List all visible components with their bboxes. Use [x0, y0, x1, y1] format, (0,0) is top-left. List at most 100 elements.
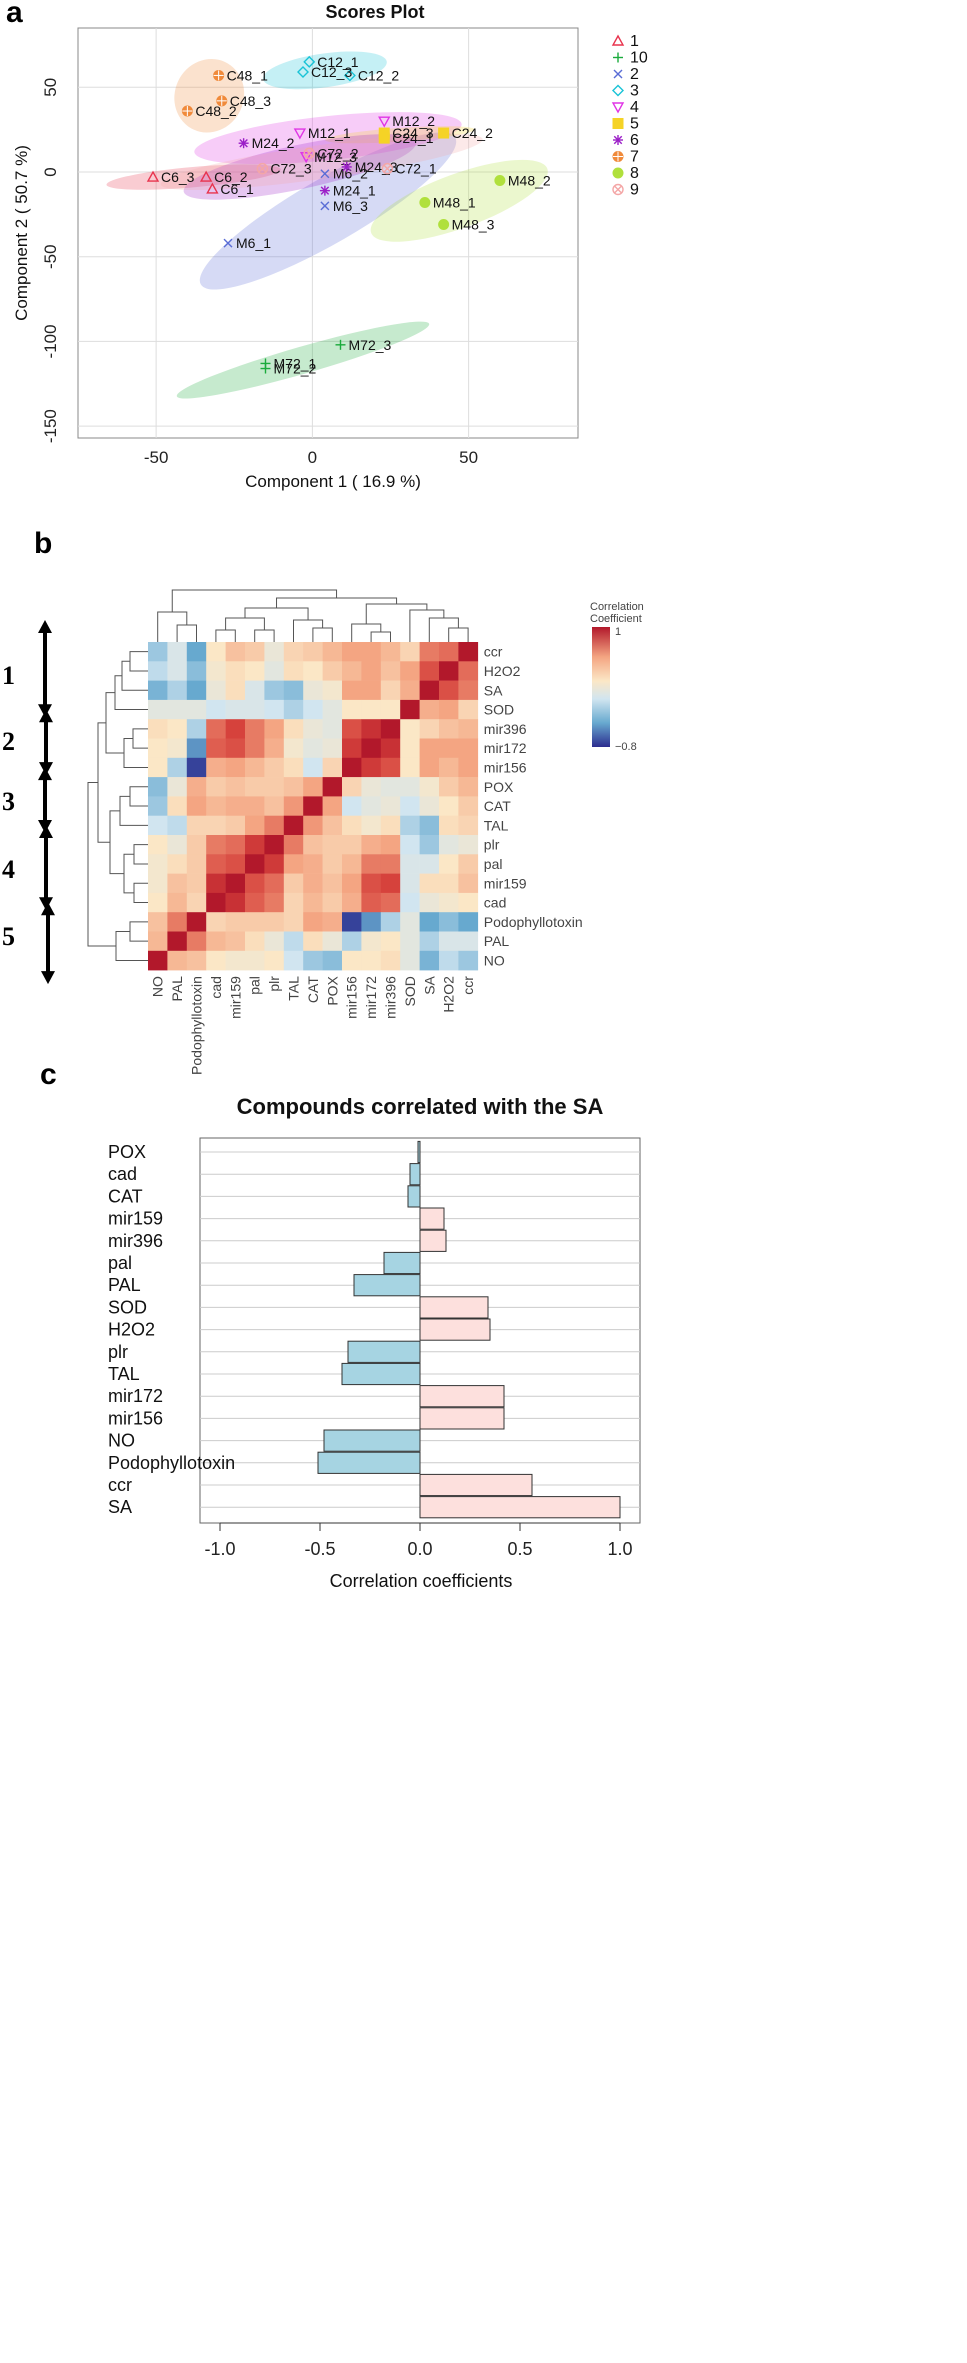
- col-dendro-link: [254, 629, 275, 642]
- heatmap-row-label: mir172: [484, 740, 527, 756]
- heatmap-cell: [264, 873, 285, 894]
- heatmap-cell: [264, 642, 285, 662]
- heatmap-row-label: mir156: [484, 759, 527, 775]
- scores-point-label: C24_3: [392, 125, 433, 141]
- heatmap-cell: [322, 854, 343, 874]
- col-dendro-link: [370, 631, 391, 642]
- heatmap-cell: [148, 777, 168, 797]
- heatmap-cell: [458, 699, 479, 720]
- heatmap-cell: [283, 719, 304, 739]
- heatmap-row-label: plr: [484, 837, 500, 853]
- heatmap-cell: [186, 777, 207, 797]
- heatmap-cell: [264, 835, 285, 855]
- heatmap-column-label: pal: [247, 976, 263, 995]
- scores-point-label: C12_2: [358, 67, 399, 83]
- scores-point: [438, 127, 450, 139]
- heatmap-cell: [186, 854, 207, 874]
- scores-x-axis-label: Component 1 ( 16.9 %): [245, 472, 421, 491]
- heatmap-cell: [322, 738, 343, 759]
- bar-x-tick-label: -1.0: [204, 1539, 235, 1559]
- heatmap-cell: [303, 835, 323, 855]
- heatmap-cell: [167, 699, 188, 720]
- heatmap-cell: [167, 680, 188, 701]
- scores-point: [378, 127, 390, 139]
- bar-podophyllotoxin: [317, 1451, 421, 1474]
- heatmap-cell: [264, 757, 285, 778]
- cluster-arrow-3: [38, 767, 52, 833]
- row-dendro-link: [129, 786, 148, 807]
- heatmap-cell: [361, 835, 382, 855]
- heatmap-cell: [245, 950, 265, 971]
- scores-point: [213, 69, 225, 81]
- heatmap-cell: [225, 777, 246, 797]
- heatmap-row-label: ccr: [484, 644, 503, 660]
- scores-ellipse-group-9: [160, 133, 483, 191]
- heatmap-cell: [361, 719, 382, 739]
- heatmap-cell: [186, 642, 207, 662]
- heatmap-cell: [342, 738, 362, 759]
- heatmap-cell: [361, 699, 382, 720]
- heatmap-cell: [419, 931, 440, 952]
- heatmap-cell: [264, 719, 285, 739]
- heatmap-cell: [225, 912, 246, 932]
- heatmap-column-label: PAL: [169, 976, 185, 1002]
- heatmap-cell: [264, 796, 285, 816]
- scores-point-label: M6_2: [333, 166, 368, 182]
- heatmap-row-label: cad: [484, 895, 507, 911]
- heatmap-cell: [400, 892, 420, 913]
- heatmap-row-label: NO: [484, 952, 505, 968]
- heatmap-cell: [245, 642, 265, 662]
- colorbar-gradient: [592, 627, 610, 747]
- cluster-arrow-1: [38, 620, 52, 718]
- heatmap-cell: [458, 950, 479, 971]
- heatmap-column-label: Podophyllotoxin: [189, 976, 205, 1075]
- heatmap-cell: [361, 738, 382, 759]
- bar-ccr: [419, 1473, 533, 1497]
- heatmap-cell: [400, 777, 420, 797]
- heatmap-cell: [419, 912, 440, 932]
- legend-marker-group-4: [611, 102, 625, 114]
- heatmap-cell: [186, 680, 207, 701]
- heatmap-cell: [245, 757, 265, 778]
- heatmap-cell: [167, 738, 188, 759]
- heatmap-cell: [245, 873, 265, 894]
- heatmap-cell: [361, 661, 382, 681]
- heatmap-cell: [186, 835, 207, 855]
- row-dendro-link: [123, 853, 134, 894]
- scores-point-label: M48_1: [433, 195, 476, 211]
- heatmap-cell: [206, 796, 226, 816]
- heatmap-column-label: plr: [266, 976, 282, 992]
- heatmap-cell: [342, 757, 362, 778]
- heatmap-cell: [322, 680, 343, 701]
- heatmap-cell: [283, 835, 304, 855]
- heatmap-column-label: ccr: [460, 976, 476, 995]
- heatmap-cell: [283, 815, 304, 836]
- heatmap-row-label: H2O2: [484, 663, 521, 679]
- heatmap-cell: [303, 777, 323, 797]
- heatmap-column-labels: NO PAL Podophyllotoxin cad mir159 pal plr TAL CA…: [150, 975, 476, 1075]
- heatmap-cell: [400, 738, 420, 759]
- heatmap-cell: [380, 738, 401, 759]
- scores-point: [419, 197, 431, 209]
- heatmap-cell: [400, 680, 420, 701]
- heatmap-cell: [148, 854, 168, 874]
- scores-point: [335, 339, 346, 350]
- scores-point-label: C48_2: [195, 103, 236, 119]
- scores-ellipse-group-4: [194, 112, 462, 165]
- scores-point: [223, 238, 233, 248]
- scores-point: [320, 201, 330, 211]
- heatmap-cell: [380, 719, 401, 739]
- heatmap-cell: [283, 854, 304, 874]
- heatmap-cell: [225, 757, 246, 778]
- heatmap-cell: [419, 950, 440, 971]
- scores-point-label: M72_1: [274, 355, 317, 371]
- heatmap-cell: [380, 777, 401, 797]
- heatmap-cell: [303, 757, 323, 778]
- heatmap-cell: [361, 642, 382, 662]
- heatmap-cell: [245, 931, 265, 952]
- heatmap-row-label: PAL: [484, 933, 510, 949]
- heatmap-cell: [148, 931, 168, 952]
- heatmap-cell: [186, 661, 207, 681]
- panel-b-heatmap: b ccrH2O2SASODmir396mir172mir156POXCATTA…: [2, 527, 644, 1075]
